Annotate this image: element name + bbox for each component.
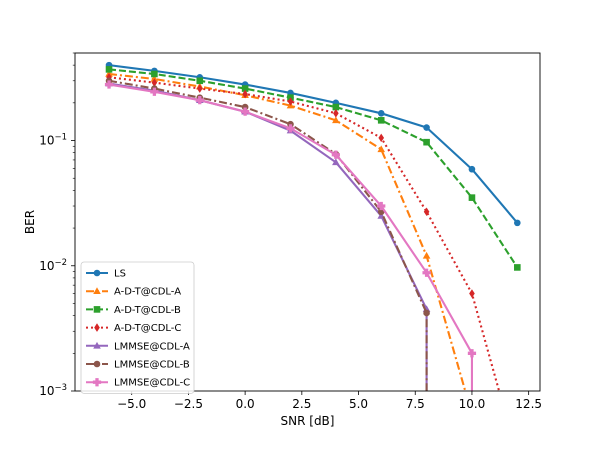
data-point	[423, 138, 430, 146]
legend-item: LMMSE@CDL-A	[86, 341, 190, 352]
legend-marker	[93, 287, 101, 295]
data-point	[422, 268, 431, 277]
data-point	[240, 107, 250, 116]
series-line	[108, 72, 467, 391]
data-point	[377, 117, 385, 124]
data-point	[287, 97, 294, 106]
legend-item: LMMSE@CDL-B	[86, 360, 190, 371]
x-axis-label: SNR [dB]	[281, 414, 335, 428]
series-A-D-T@CDL-C	[106, 72, 501, 391]
plot-frame	[74, 52, 541, 392]
series-layer	[104, 61, 521, 391]
data-point	[422, 251, 431, 259]
legend-marker	[93, 269, 101, 277]
data-point	[423, 309, 430, 317]
data-point	[332, 116, 340, 124]
legend-box	[80, 261, 195, 394]
data-point	[106, 72, 112, 82]
data-point	[332, 158, 340, 166]
legend-item: A-D-T@CDL-B	[86, 305, 181, 316]
x-tick-label: 10.0	[459, 397, 486, 411]
legend-label: LMMSE@CDL-C	[114, 378, 190, 389]
legend-label: A-D-T@CDL-A	[114, 287, 181, 298]
x-tick-label: 2.5	[292, 397, 311, 411]
data-point	[378, 133, 385, 143]
data-point	[242, 89, 248, 99]
x-tick-label: 5.0	[349, 397, 368, 411]
data-point	[105, 66, 113, 73]
data-point	[151, 78, 158, 87]
legend-item: LS	[86, 269, 126, 280]
legend-label: LMMSE@CDL-B	[114, 360, 190, 371]
data-point	[377, 201, 386, 211]
data-point	[423, 207, 430, 217]
data-point	[333, 109, 339, 118]
series-line	[108, 83, 474, 391]
x-tick-label: −2.5	[174, 397, 203, 411]
data-point	[377, 109, 385, 117]
data-point	[468, 165, 476, 173]
legend-marker	[93, 341, 101, 349]
data-point	[195, 96, 204, 105]
series-LS	[105, 61, 521, 227]
data-point	[514, 219, 521, 227]
series-line	[108, 64, 519, 224]
data-point	[196, 77, 204, 85]
data-point	[332, 103, 340, 111]
legend-marker	[93, 360, 101, 368]
data-point	[104, 80, 114, 89]
legend-label: A-D-T@CDL-C	[114, 323, 181, 334]
data-point	[514, 264, 521, 271]
legend-marker	[94, 323, 100, 332]
data-point	[150, 87, 159, 96]
y-tick-label: 10−3	[39, 383, 67, 398]
data-point	[286, 124, 295, 133]
y-axis: 10−3 10−2 10−1	[39, 52, 75, 398]
series-LMMSE@CDL-C	[104, 80, 477, 391]
data-point	[377, 145, 386, 153]
legend-item: A-D-T@CDL-C	[86, 323, 181, 334]
legend-item: A-D-T@CDL-A	[86, 287, 181, 298]
x-tick-label: 7.5	[406, 397, 425, 411]
legend-item: LMMSE@CDL-C	[86, 378, 190, 389]
legend-label: A-D-T@CDL-B	[114, 305, 181, 316]
x-tick-label: 12.5	[515, 397, 542, 411]
data-point	[469, 289, 475, 298]
y-tick-label: 10−1	[39, 133, 67, 148]
data-point	[467, 349, 477, 358]
y-tick-label: 10−2	[39, 258, 67, 273]
legend-marker	[93, 306, 101, 313]
legend-label: LS	[114, 269, 126, 280]
legend: LS A-D-T@CDL-A A-D-T@CDL-B A-D-T@CDL-C LMMSE…	[80, 261, 195, 394]
series-A-D-T@CDL-B	[105, 66, 521, 271]
data-point	[196, 84, 203, 93]
data-point	[423, 124, 430, 131]
series-line	[108, 68, 519, 268]
data-point	[331, 150, 340, 159]
x-tick-label: −5.0	[117, 397, 146, 411]
data-point	[468, 194, 476, 201]
x-tick-label: 0.0	[236, 397, 255, 411]
data-point	[151, 70, 158, 78]
legend-marker	[92, 378, 102, 387]
x-axis: −5.0 −2.5 0.0 2.5 5.0 7.5 10.0 12.5	[117, 391, 542, 411]
y-axis-label: BER	[23, 210, 37, 234]
series-line	[108, 76, 501, 391]
legend-label: LMMSE@CDL-A	[114, 341, 190, 352]
data-point	[241, 85, 249, 92]
